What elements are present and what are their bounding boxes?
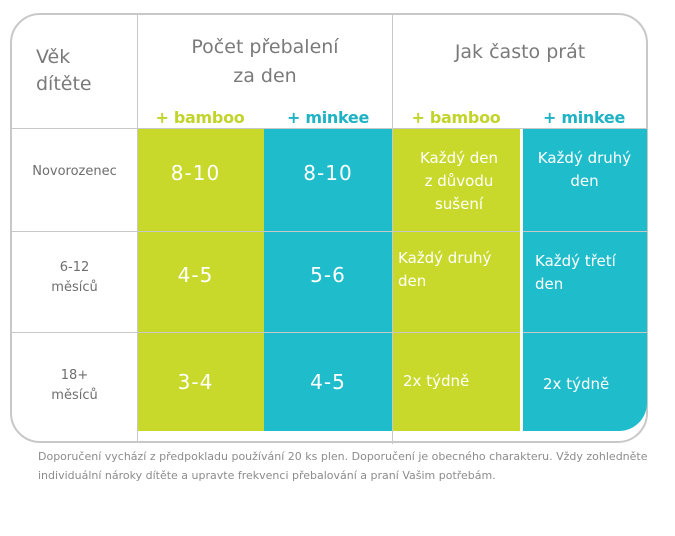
cell-6-12-bamboo-changes: [137, 232, 264, 332]
brand-bamboo-wash: + bamboo: [411, 108, 501, 127]
value-6-12-minkee-changes: 5-6: [310, 263, 346, 287]
value-6-12-bamboo-changes: 4-5: [177, 263, 214, 287]
cell-newborn-bamboo-changes: [137, 129, 264, 231]
value-newborn-minkee-changes: 8-10: [303, 161, 353, 185]
divider: [520, 129, 523, 431]
divider: [392, 14, 393, 444]
divider: [12, 231, 647, 232]
value-18-bamboo-changes: 3-4: [177, 370, 214, 394]
footnote: Doporučení vychází z předpokladu používá…: [38, 450, 648, 482]
header-wash: Jak často prát: [454, 41, 586, 63]
value-6-12-minkee-wash: Každý třetí den: [535, 252, 616, 293]
row-label-newborn: Novorozenec: [32, 164, 117, 179]
divider: [12, 332, 647, 333]
header-age: Věk dítěte: [36, 46, 92, 95]
value-newborn-minkee-wash: Každý druhý den: [537, 149, 632, 190]
cell-18-bamboo-changes: [137, 333, 264, 431]
value-newborn-bamboo-wash: Každý den z důvodu sušení: [419, 149, 499, 213]
brand-bamboo-changes: + bamboo: [155, 108, 245, 127]
value-6-12-bamboo-wash: Každý druhý den: [398, 249, 492, 290]
value-18-bamboo-wash: 2x týdně: [403, 372, 470, 390]
row-label-18: 18+ měsíců: [51, 368, 98, 403]
brand-minkee-wash: + minkee: [542, 108, 626, 127]
cell-6-12-minkee-changes: [264, 232, 392, 332]
cell-newborn-minkee-changes: [264, 129, 392, 231]
divider: [137, 14, 138, 442]
divider: [12, 128, 647, 129]
row-label-6-12: 6-12 měsíců: [51, 260, 98, 295]
table-frame: [10, 13, 648, 443]
brand-minkee-changes: + minkee: [286, 108, 370, 127]
value-18-minkee-changes: 4-5: [310, 370, 346, 394]
cell-6-12-minkee-wash: [520, 232, 647, 332]
cell-6-12-bamboo-wash: [392, 232, 520, 332]
cell-18-minkee-changes: [264, 333, 392, 431]
cell-18-minkee-wash: [520, 333, 647, 431]
value-18-minkee-wash: 2x týdně: [543, 375, 610, 393]
header-changes: Počet přebalení za den: [191, 36, 339, 87]
value-newborn-bamboo-changes: 8-10: [170, 161, 221, 185]
cell-newborn-minkee-wash: [520, 129, 647, 231]
cell-newborn-bamboo-wash: [392, 129, 520, 231]
cell-18-bamboo-wash: [392, 333, 520, 431]
